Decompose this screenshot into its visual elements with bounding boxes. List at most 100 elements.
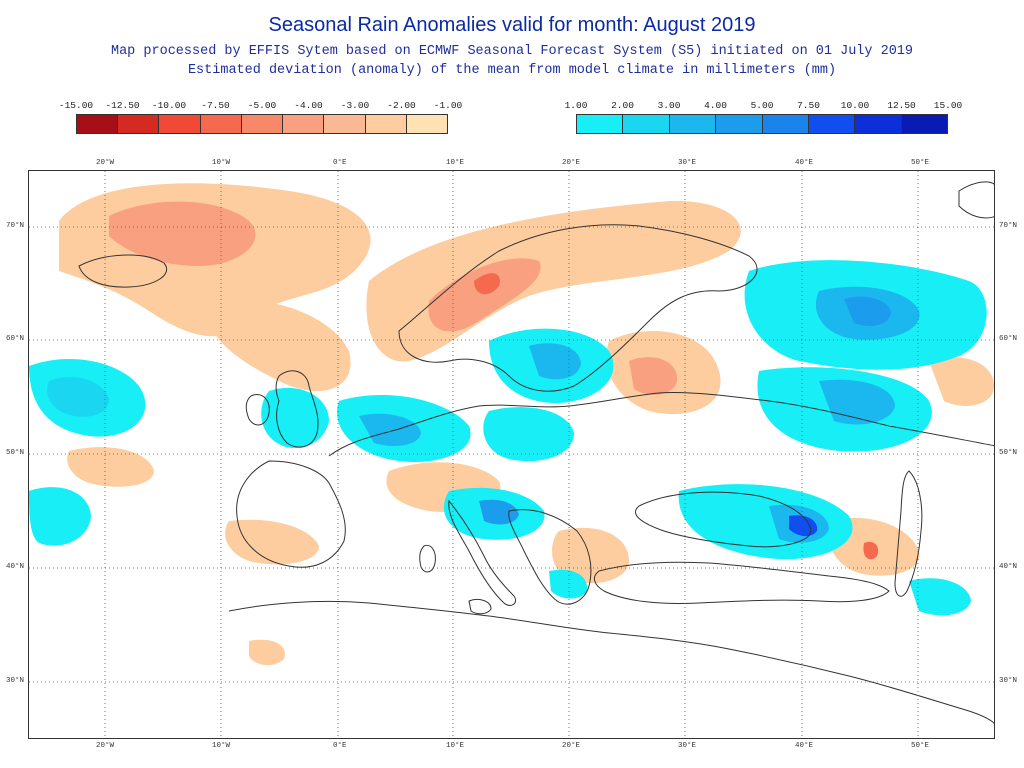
lon-label-bottom: 10°E <box>446 742 465 750</box>
positive-swatch-2 <box>669 115 717 133</box>
legend-label-neg: -15.00 <box>58 100 94 111</box>
lon-label-top: 50°E <box>911 159 930 167</box>
legend-label-pos: 1.00 <box>564 100 588 111</box>
graticule-layer <box>29 171 994 738</box>
lat-label-left: 70°N <box>6 222 25 230</box>
lon-label-top: 30°E <box>678 159 697 167</box>
coastline-layer <box>78 181 994 724</box>
dry-patch-russia-core <box>629 357 678 395</box>
positive-swatch-7 <box>901 115 947 133</box>
coastline-novaya-zemlya <box>958 181 994 219</box>
positive-swatch-1 <box>623 115 670 133</box>
legend-label-neg: -7.50 <box>201 100 230 111</box>
positive-swatch-5 <box>808 115 856 133</box>
coastline-caspian <box>894 470 923 597</box>
dry-patch-iceland-sea-core <box>109 201 256 266</box>
negative-swatch-2 <box>159 115 201 133</box>
coastline-north-africa <box>228 600 994 724</box>
legend-label-neg: -5.00 <box>247 100 277 111</box>
dry-patch-north-atlantic <box>199 298 351 391</box>
wet-patch-british-isles <box>261 387 329 449</box>
dry-patch-balkans <box>552 527 629 584</box>
lon-label-top: 20°E <box>562 159 581 167</box>
coastline-italy <box>448 499 517 606</box>
map-canvas[interactable] <box>29 171 995 739</box>
coastline-iceland <box>78 254 167 288</box>
wet-patch-north-sea-core <box>359 413 421 446</box>
lon-label-bottom: 0°E <box>333 742 347 750</box>
wet-patch-aegean <box>549 569 588 599</box>
legend-label-neg: -1.00 <box>433 100 463 111</box>
wet-patch-central-europe <box>483 407 574 462</box>
coastline-sicily <box>468 598 492 615</box>
lat-label-right: 40°N <box>999 563 1018 571</box>
positive-swatch-3 <box>716 115 763 133</box>
legend-label-pos: 12.50 <box>887 100 916 111</box>
positive-swatch-0 <box>577 115 624 133</box>
lat-label-right: 30°N <box>999 677 1018 685</box>
wet-patch-russia-north-strong <box>844 296 891 326</box>
coastline-balkans <box>508 509 592 605</box>
map-subtitle-processing: Map processed by EFFIS Sytem based on EC… <box>110 44 914 59</box>
dry-patch-north-africa <box>249 639 285 666</box>
legend-label-pos: 7.50 <box>797 100 820 111</box>
lon-label-bottom: 40°E <box>795 742 814 750</box>
lon-label-bottom: 20°E <box>562 742 581 750</box>
dry-patch-iberia <box>225 519 319 565</box>
lat-label-right: 60°N <box>999 335 1018 343</box>
coastline-continent <box>328 392 994 457</box>
negative-swatch-5 <box>283 115 325 133</box>
lon-label-top: 20°W <box>96 159 115 167</box>
negative-anomaly-color-bar <box>76 114 448 134</box>
legend-label-pos: 15.00 <box>933 100 963 111</box>
wet-patch-black-sea-strong <box>789 515 818 537</box>
legend-label-neg: -4.00 <box>294 100 323 111</box>
negative-swatch-0 <box>77 115 119 133</box>
coastline-turkey <box>593 561 890 604</box>
coastline-scandinavia <box>398 224 758 392</box>
dry-patch-scandes-strong <box>474 273 500 295</box>
lat-label-left: 60°N <box>6 335 25 343</box>
lon-label-top: 10°E <box>446 159 465 167</box>
legend-label-pos: 3.00 <box>657 100 681 111</box>
wet-patch-east-anatolia <box>909 578 971 616</box>
map-panel[interactable] <box>28 170 995 739</box>
dry-patch-atlantic-south <box>67 447 154 487</box>
legend-label-pos: 2.00 <box>611 100 634 111</box>
negative-swatch-1 <box>118 115 160 133</box>
dry-patch-scandes-core <box>428 258 541 332</box>
lon-label-bottom: 10°W <box>212 742 231 750</box>
map-title: Seasonal Rain Anomalies valid for month:… <box>268 14 756 36</box>
coastline-great-britain <box>275 370 319 448</box>
lon-label-top: 10°W <box>212 159 231 167</box>
lat-label-left: 40°N <box>6 563 25 571</box>
lat-label-left: 50°N <box>6 449 25 457</box>
legend-label-neg: -12.50 <box>105 100 140 111</box>
dry-patch-east-europe <box>929 357 994 406</box>
coastline-sardinia <box>419 544 436 573</box>
coastline-iberia <box>236 460 346 568</box>
wet-patch-atlantic-west-core <box>47 377 109 417</box>
negative-swatch-8 <box>406 115 447 133</box>
legend-label-neg: -10.00 <box>151 100 187 111</box>
lon-label-bottom: 50°E <box>911 742 930 750</box>
negative-swatch-6 <box>324 115 366 133</box>
legend-label-neg: -2.00 <box>387 100 416 111</box>
legend-label-pos: 10.00 <box>840 100 870 111</box>
legend-label-pos: 5.00 <box>750 100 774 111</box>
coastline-ireland <box>245 394 270 426</box>
lon-label-top: 0°E <box>333 159 347 167</box>
legend-label-pos: 4.00 <box>704 100 727 111</box>
negative-swatch-3 <box>200 115 242 133</box>
lon-label-bottom: 20°W <box>96 742 115 750</box>
lon-label-bottom: 30°E <box>678 742 697 750</box>
positive-anomaly-color-bar <box>576 114 948 134</box>
positive-legend-labels: 1.00 2.00 3.00 4.00 5.00 7.50 10.00 12.5… <box>565 100 963 112</box>
coastline-black-sea <box>634 491 812 548</box>
negative-swatch-4 <box>241 115 284 133</box>
negative-legend-labels: -15.00 -12.50 -10.00 -7.50 -5.00 -4.00 -… <box>59 100 462 112</box>
dry-patch-caucasus-core <box>863 541 879 560</box>
wet-patch-baltic-core <box>529 343 581 380</box>
map-subtitle-units: Estimated deviation (anomaly) of the mea… <box>187 63 837 78</box>
lat-label-left: 30°N <box>6 677 25 685</box>
